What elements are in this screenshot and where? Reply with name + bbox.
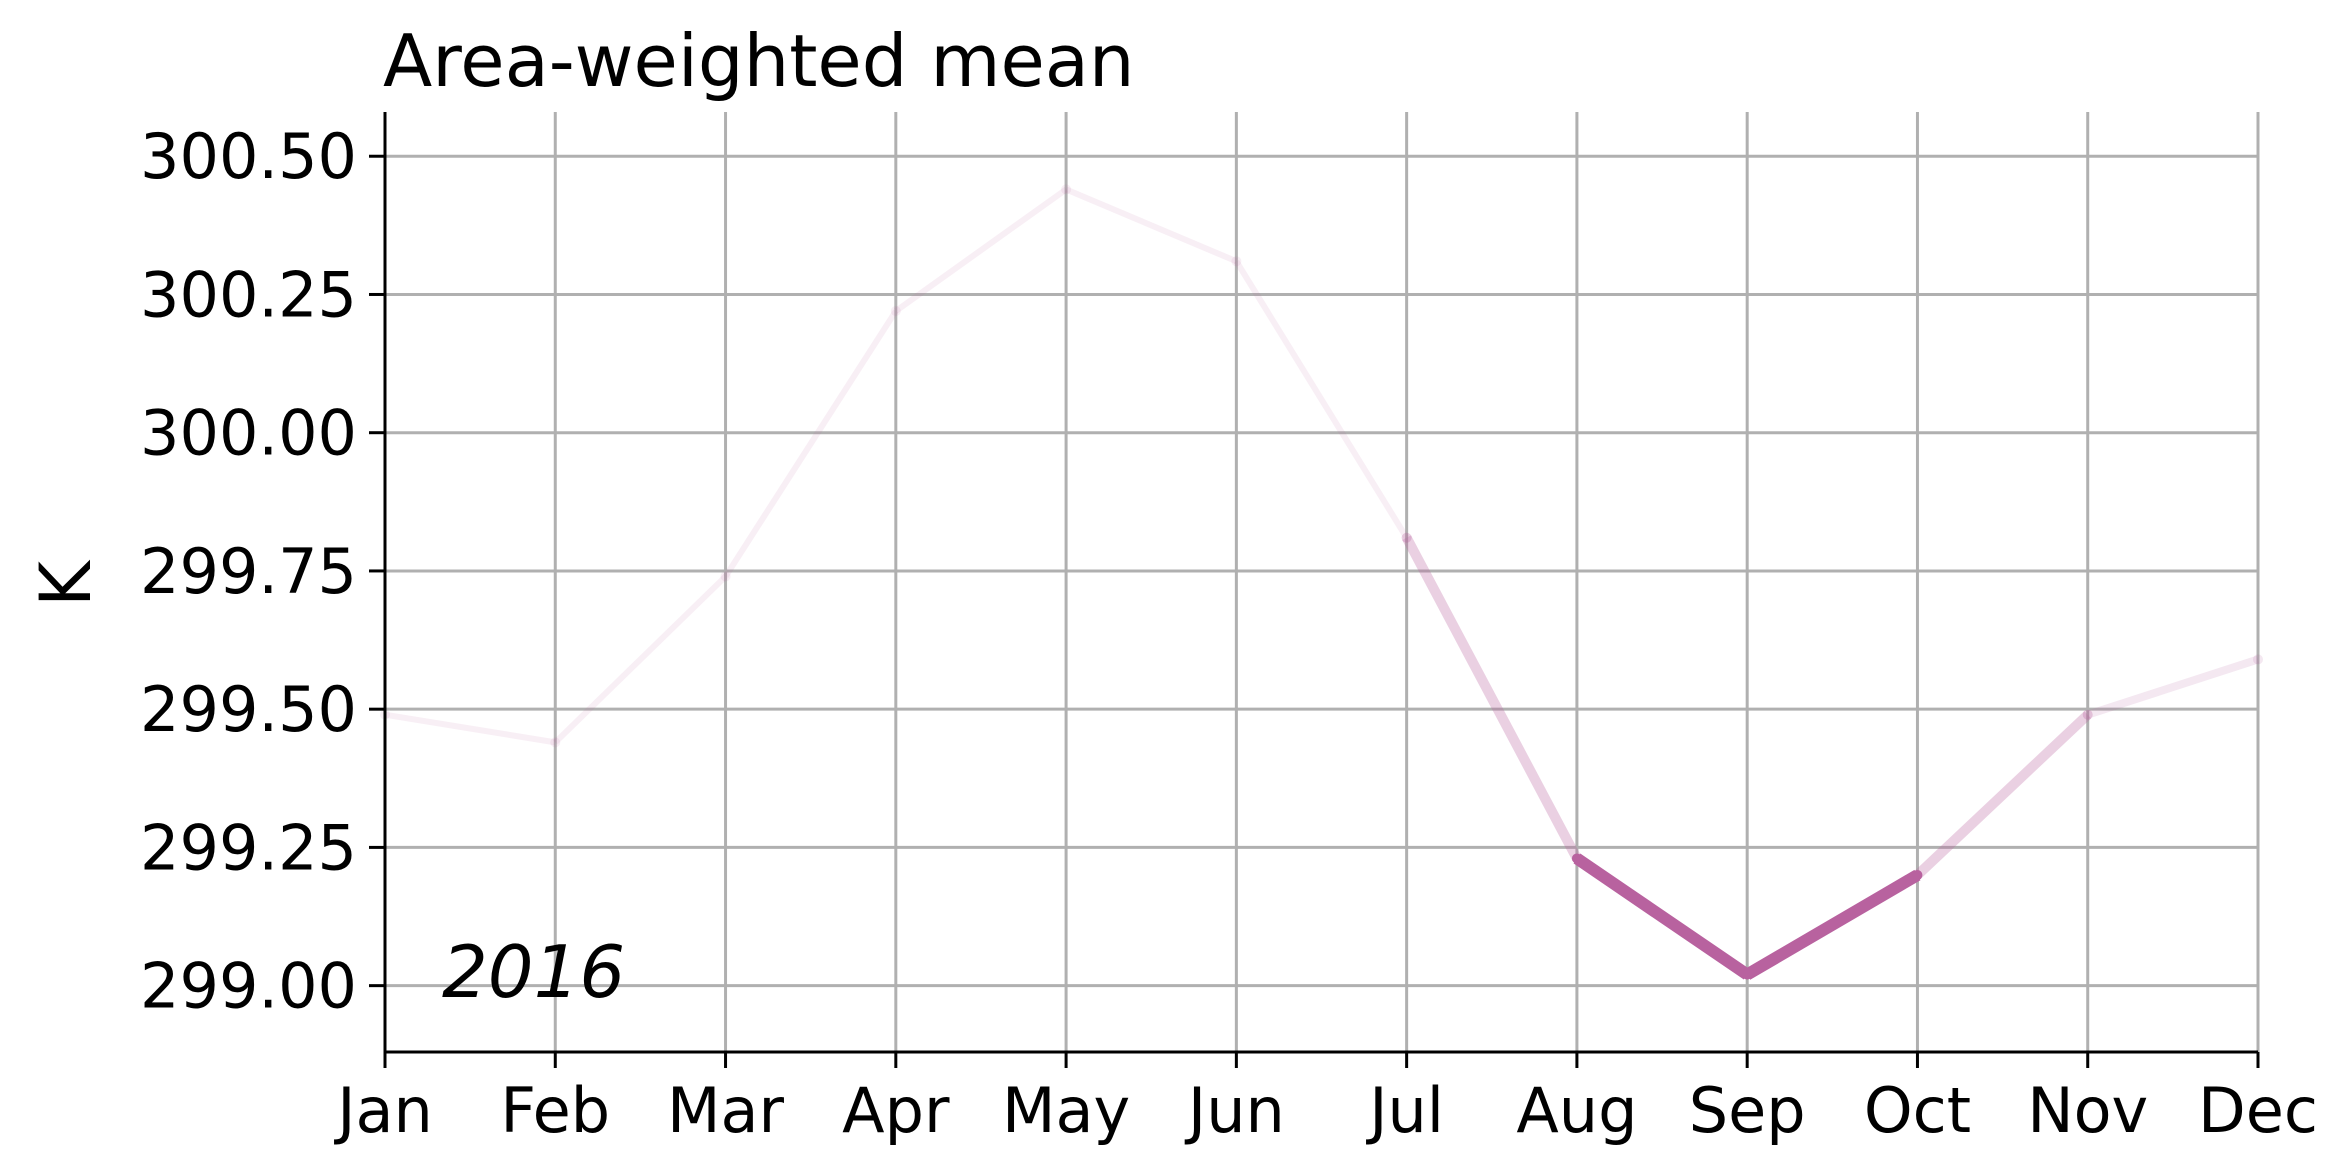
series-segment <box>384 711 556 746</box>
series-segment <box>1064 186 1238 265</box>
data-point <box>2253 654 2263 665</box>
data-point <box>890 306 901 317</box>
data-point <box>1742 969 1753 980</box>
axes-layer <box>383 112 2258 1054</box>
x-tick-label: Jan <box>333 1074 433 1147</box>
y-tick-label: 299.50 <box>140 673 357 746</box>
data-point <box>1401 532 1412 543</box>
x-tick-label: Jun <box>1184 1074 1285 1147</box>
data-point <box>550 737 561 748</box>
data-point <box>2082 709 2093 720</box>
y-axis-label: K <box>25 559 107 607</box>
x-tick-label: Sep <box>1689 1074 1806 1147</box>
x-tick-label: Nov <box>2027 1074 2148 1147</box>
y-tick-label: 300.25 <box>140 258 357 331</box>
series-segment <box>1402 535 1582 861</box>
chart-title: Area-weighted mean <box>383 19 1135 103</box>
series-segment <box>1573 853 1751 980</box>
x-tick-label: Jul <box>1365 1074 1444 1147</box>
data-point <box>1912 870 1923 881</box>
x-tick-label: Mar <box>667 1074 784 1147</box>
x-tick-label: May <box>1002 1074 1130 1147</box>
y-tick-label: 299.00 <box>140 950 357 1023</box>
data-point <box>1231 256 1242 267</box>
series-segment <box>894 186 1068 314</box>
series-segment <box>1914 711 2092 879</box>
y-tick-label: 299.75 <box>140 535 357 608</box>
y-tick-label: 300.50 <box>140 120 357 193</box>
series-segment <box>1233 259 1410 540</box>
x-tick-label: Feb <box>500 1074 610 1147</box>
x-tick-label: Aug <box>1516 1074 1637 1147</box>
series-layer <box>380 184 2263 980</box>
data-point <box>720 571 731 582</box>
data-point <box>1571 853 1582 864</box>
x-tick-label: Oct <box>1864 1074 1971 1147</box>
year-annotation: 2016 <box>442 930 625 1014</box>
grid-layer <box>385 112 2260 1052</box>
data-point <box>1061 184 1072 195</box>
x-tick-label: Dec <box>2198 1074 2318 1147</box>
x-tick-label: Apr <box>842 1074 950 1147</box>
series-segment <box>723 309 899 579</box>
series-segment <box>553 574 728 745</box>
series-segment <box>2086 655 2260 719</box>
series-segment <box>1744 869 1921 980</box>
ticks-layer: 299.00 299.25 299.50 299.75 300.00 300.25 300.… <box>140 120 2318 1147</box>
y-tick-label: 300.00 <box>140 397 357 470</box>
y-tick-label: 299.25 <box>140 811 357 884</box>
